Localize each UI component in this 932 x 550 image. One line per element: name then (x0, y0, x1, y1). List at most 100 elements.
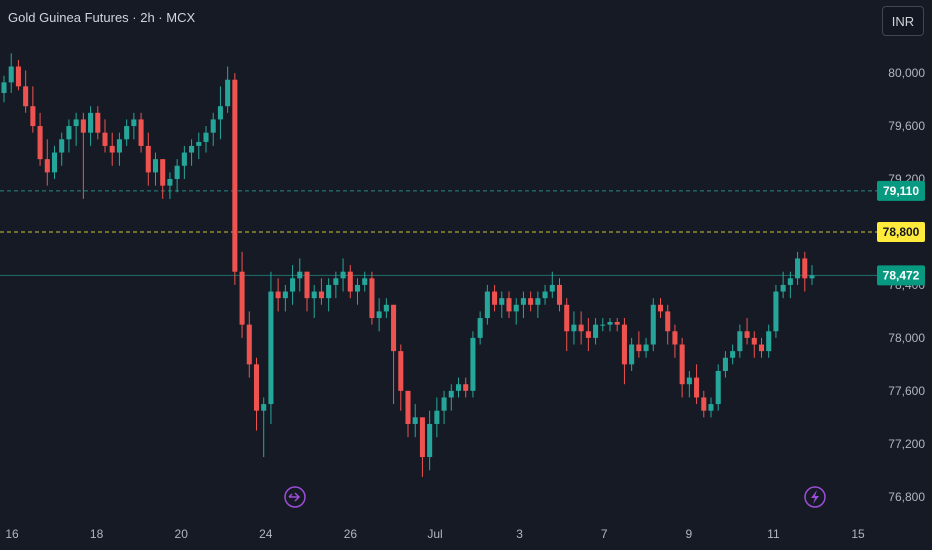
candle-body (780, 284, 786, 292)
candle-body (102, 132, 108, 146)
y-tick-label: 76,800 (888, 490, 925, 504)
candle-body (694, 377, 700, 398)
lightning-icon[interactable] (804, 486, 826, 508)
candle-body (145, 145, 151, 173)
candle-body (268, 291, 274, 405)
candle-body (217, 106, 223, 120)
candle-body (347, 271, 353, 292)
candle-body (564, 304, 570, 332)
candle-body (66, 126, 72, 140)
candle-body (376, 311, 382, 319)
candle-body (282, 291, 288, 299)
candle-body (787, 278, 793, 285)
candle-body (290, 278, 296, 292)
candle-body (174, 165, 180, 180)
chart-title: Gold Guinea Futures · 2h · MCX (8, 10, 196, 25)
candle-body (181, 152, 187, 166)
candle-body (636, 344, 642, 352)
x-tick-label: Jul (427, 527, 442, 541)
candle-body (650, 304, 656, 345)
candle-body (600, 324, 606, 326)
x-tick-label: 16 (5, 527, 19, 541)
candle-body (253, 364, 260, 411)
candle-body (528, 298, 534, 305)
candle-body (520, 298, 526, 305)
x-tick-label: 3 (516, 527, 523, 541)
candle-body (73, 119, 79, 127)
candle-body (795, 258, 801, 279)
candle-body (116, 139, 122, 153)
candle-body (160, 159, 166, 186)
candle-body (766, 331, 772, 352)
candle-body (37, 126, 43, 160)
candle-body (369, 278, 375, 319)
candle-body (30, 106, 36, 127)
candle-body (405, 390, 411, 424)
candle-body (657, 304, 664, 312)
candle-body (686, 377, 692, 385)
candle-body (492, 291, 498, 305)
candle-body (535, 298, 541, 305)
candle-body (722, 357, 728, 371)
candle-body (8, 66, 14, 83)
price-level-badge (877, 221, 925, 242)
candle-body (246, 324, 252, 365)
candle-body (484, 291, 490, 319)
candle-body (477, 318, 483, 338)
candle-body (549, 284, 555, 292)
candle-body (419, 417, 425, 458)
candle-body (758, 344, 765, 352)
candle-body (131, 119, 137, 127)
x-tick-label: 26 (344, 527, 358, 541)
candle-body (737, 331, 743, 352)
split-arrow-icon[interactable] (284, 486, 306, 508)
x-tick-label: 7 (601, 527, 608, 541)
candle-body (665, 311, 671, 332)
candle-body (744, 331, 750, 338)
candle-body (333, 278, 339, 285)
candle-body (51, 152, 58, 173)
candle-body (239, 271, 245, 325)
currency-button[interactable]: INR (882, 6, 924, 36)
candle-body (1, 82, 7, 93)
x-tick-label: 20 (175, 527, 189, 541)
candle-body (809, 275, 815, 279)
candle-body (109, 145, 115, 153)
candle-body (138, 119, 144, 146)
y-tick-label: 80,000 (888, 66, 925, 80)
candle-body (730, 351, 736, 358)
candle-body (412, 417, 418, 424)
candle-body (124, 126, 130, 140)
price-level-badge (877, 265, 925, 286)
candle-body (261, 404, 267, 411)
price-level-badge-text: 79,110 (883, 184, 919, 198)
candle-body (629, 344, 635, 365)
candle-body (463, 384, 469, 391)
candle-body (189, 145, 195, 153)
candle-body (773, 291, 779, 332)
candle-body (679, 344, 685, 385)
y-tick-label: 77,600 (888, 384, 925, 398)
candle-body (95, 112, 101, 133)
candle-body (225, 79, 231, 107)
x-tick-label: 9 (685, 527, 692, 541)
candle-body (383, 304, 389, 312)
candle-body (585, 331, 591, 338)
candle-body (340, 271, 346, 279)
candle-body (701, 397, 707, 411)
candle-body (499, 298, 505, 305)
candle-body (506, 298, 512, 312)
candle-body (167, 179, 173, 186)
price-level-lines (0, 190, 877, 276)
candle-body (59, 139, 65, 153)
candle-body (614, 322, 620, 325)
y-tick-label: 78,000 (888, 331, 925, 345)
candle-body (210, 119, 216, 133)
candle-body (708, 404, 714, 411)
price-level-badge (877, 180, 925, 201)
candle-body (152, 159, 159, 173)
candle-body (88, 112, 94, 133)
candle-body (455, 384, 462, 391)
candle-body (607, 322, 613, 325)
